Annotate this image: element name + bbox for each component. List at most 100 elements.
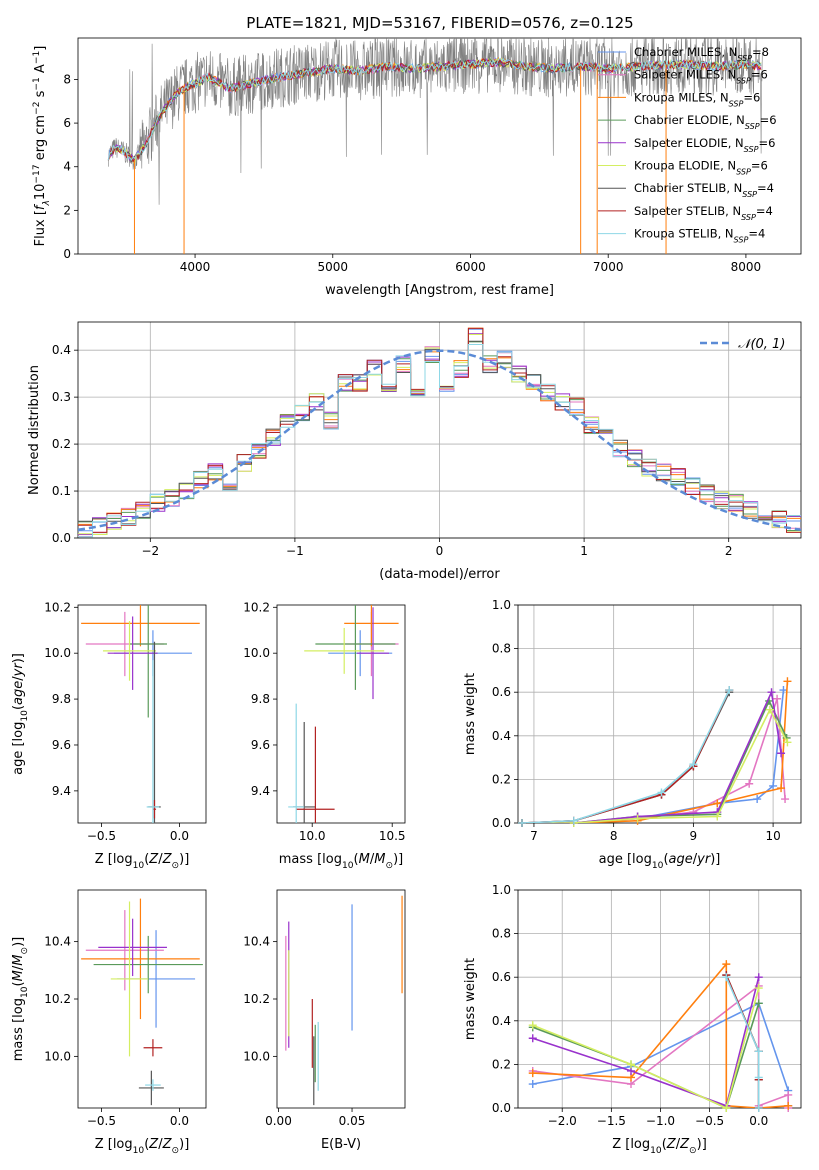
weight-vs-z-xtick-label: −1.5 — [597, 1114, 626, 1128]
weight-vs-z-ytick-label: 1.0 — [492, 883, 511, 897]
age-vs-z-xtick-label: 0.0 — [170, 829, 189, 843]
weight-vs-z-xlabel: Z [log10(Z/Z⊙)] — [612, 1137, 707, 1156]
weight-vs-age-marker-kroupa-stelib — [569, 816, 578, 825]
spectrum-frame — [77, 37, 802, 255]
weight-vs-z-marker-kroupa-miles — [722, 960, 731, 969]
weight-vs-z-marker-salpeter-elodie — [528, 1034, 537, 1043]
weight-vs-age-marker-salpeter-elodie — [767, 688, 776, 697]
spectrum-model-chabrier-stelib — [107, 57, 762, 164]
weight-vs-age-marker-kroupa-stelib — [517, 819, 526, 827]
mass-vs-z-xlabel: Z [log10(Z/Z⊙)] — [95, 1137, 190, 1156]
age-vs-z-ytick-label: 10.0 — [44, 646, 71, 660]
spectrum-xtick-label: 6000 — [455, 260, 486, 274]
weight-vs-z-marker-kroupa-elodie — [754, 984, 763, 993]
age-vs-z-xtick-label: −0.5 — [87, 829, 116, 843]
age-vs-mass-ytick-label: 10.0 — [243, 646, 270, 660]
weight-vs-z-marker-kroupa-stelib — [722, 973, 731, 982]
residuals-normal-curve — [78, 349, 801, 532]
spectrum-xtick-label: 7000 — [593, 260, 624, 274]
weight-vs-z-marker-kroupa-elodie — [627, 1060, 636, 1069]
weight-vs-z-marker-kroupa-stelib — [754, 1047, 763, 1056]
spectrum-model-kroupa-stelib — [107, 57, 762, 161]
spectrum-legend-label-chabrier-stelib: Chabrier STELIB, NSSP=4 — [634, 181, 774, 199]
spectrum-xtick-label: 4000 — [180, 260, 211, 274]
weight-vs-z-marker-kroupa-miles — [784, 1101, 793, 1110]
mass-vs-ebv-ytick-label: 10.4 — [243, 935, 270, 949]
residuals-ylabel: Normed distribution — [27, 365, 42, 495]
age-vs-z-ytick-label: 10.2 — [44, 600, 71, 614]
residuals-xtick-label: −1 — [286, 544, 304, 558]
age-vs-mass-xtick-label: 10.5 — [379, 829, 406, 843]
figure-title: PLATE=1821, MJD=53167, FIBERID=0576, z=0… — [246, 14, 633, 32]
weight-vs-age-ytick-label: 0.4 — [492, 729, 511, 743]
weight-vs-age-ytick-label: 0.6 — [492, 685, 511, 699]
weight-vs-age-marker-kroupa-elodie — [713, 812, 722, 821]
weight-vs-age-ytick-label: 0.0 — [492, 816, 511, 830]
weight-vs-age-marker-salpeter-miles — [781, 795, 790, 804]
weight-vs-z-ytick-label: 0.2 — [492, 1057, 511, 1071]
spectrum-legend-label-salpeter-elodie: Salpeter ELODIE, NSSP=6 — [634, 136, 775, 154]
weight-vs-age-xtick-label: 9 — [690, 829, 698, 843]
weight-vs-age-marker-kroupa-stelib — [657, 788, 666, 797]
weight-vs-age-marker-kroupa-elodie — [765, 705, 774, 714]
weight-vs-z-ylabel: mass weight — [463, 958, 478, 1040]
weight-vs-z-line-salpeter-elodie — [532, 977, 760, 1107]
weight-vs-z-xtick-label: −0.5 — [695, 1114, 724, 1128]
weight-vs-age-marker-chabrier-miles — [753, 795, 762, 804]
weight-vs-age-marker-salpeter-miles — [773, 694, 782, 703]
weight-vs-z-marker-kroupa-miles — [528, 1069, 537, 1078]
residuals-ytick-label: 0.2 — [52, 437, 71, 451]
weight-vs-z-xtick-label: 0.0 — [749, 1114, 768, 1128]
mass-vs-ebv-xlabel: E(B-V) — [321, 1137, 361, 1152]
weight-vs-z-marker-chabrier-miles — [528, 1080, 537, 1089]
spectrum-ytick-label: 6 — [63, 116, 71, 130]
spectrum-legend-label-chabrier-elodie: Chabrier ELODIE, NSSP=6 — [634, 113, 777, 131]
weight-vs-z-ytick-label: 0.4 — [492, 1014, 511, 1028]
spectrum-ytick-label: 8 — [63, 72, 71, 86]
weight-vs-age-marker-kroupa-elodie — [783, 738, 792, 747]
weight-vs-age-marker-salpeter-miles — [745, 779, 754, 788]
age-vs-z-xlabel: Z [log10(Z/Z⊙)] — [95, 852, 190, 871]
weight-vs-age-ylabel: mass weight — [463, 673, 478, 755]
spectrum-legend-label-salpeter-stelib: Salpeter STELIB, NSSP=4 — [634, 204, 773, 222]
weight-vs-z-marker-salpeter-miles — [784, 1090, 793, 1099]
mass-vs-z-ytick-label: 10.4 — [44, 935, 71, 949]
residuals-xtick-label: 2 — [725, 544, 733, 558]
spectrum-xlabel: wavelength [Angstrom, rest frame] — [325, 283, 554, 298]
weight-vs-z-marker-salpeter-elodie — [754, 973, 763, 982]
weight-vs-age-line-salpeter-elodie — [522, 689, 782, 823]
residuals-ytick-label: 0.3 — [52, 390, 71, 404]
residuals-xtick-label: 0 — [436, 544, 444, 558]
spectrum-ylabel: Flux [fλ10−17 erg cm−2 s−1 A−1] — [32, 46, 52, 247]
weight-vs-age-marker-kroupa-stelib — [689, 760, 698, 769]
age-vs-mass-xlabel: mass [log10(M/M⊙)] — [279, 852, 403, 871]
weight-vs-age-xtick-label: 10 — [765, 829, 780, 843]
residuals-ytick-label: 0.0 — [52, 531, 71, 545]
weight-vs-z-frame — [517, 889, 802, 1109]
spectrum-legend-label-salpeter-miles: Salpeter MILES, NSSP=6 — [634, 68, 768, 86]
weight-vs-z-ytick-label: 0.8 — [492, 927, 511, 941]
spectrum-ytick-label: 2 — [63, 203, 71, 217]
residuals-legend-label: 𝒩(0, 1) — [738, 337, 785, 352]
weight-vs-age-line-chabrier-elodie — [522, 699, 788, 823]
residuals-hist-kroupa-stelib — [78, 344, 801, 538]
age-vs-mass-ytick-label: 9.4 — [251, 784, 270, 798]
weight-vs-z-xtick-label: −2.0 — [548, 1114, 577, 1128]
weight-vs-age-marker-chabrier-miles — [769, 781, 778, 790]
spectrum-xtick-label: 8000 — [731, 260, 762, 274]
mass-vs-z-xtick-label: 0.0 — [170, 1114, 189, 1128]
weight-vs-age-marker-kroupa-stelib — [725, 686, 734, 695]
age-vs-z-frame — [77, 604, 207, 824]
weight-vs-z-ytick-label: 0.6 — [492, 970, 511, 984]
weight-vs-age-ytick-label: 0.8 — [492, 642, 511, 656]
weight-vs-z-xtick-label: −1.0 — [646, 1114, 675, 1128]
age-vs-mass-ytick-label: 10.2 — [243, 600, 270, 614]
weight-vs-age-frame — [517, 604, 802, 824]
weight-vs-age-marker-salpeter-elodie — [777, 749, 786, 758]
residuals-xtick-label: 1 — [580, 544, 588, 558]
weight-vs-z-line-kroupa-miles — [532, 961, 789, 1108]
weight-vs-age-line-kroupa-elodie — [522, 707, 789, 823]
age-vs-mass-ytick-label: 9.6 — [251, 738, 270, 752]
